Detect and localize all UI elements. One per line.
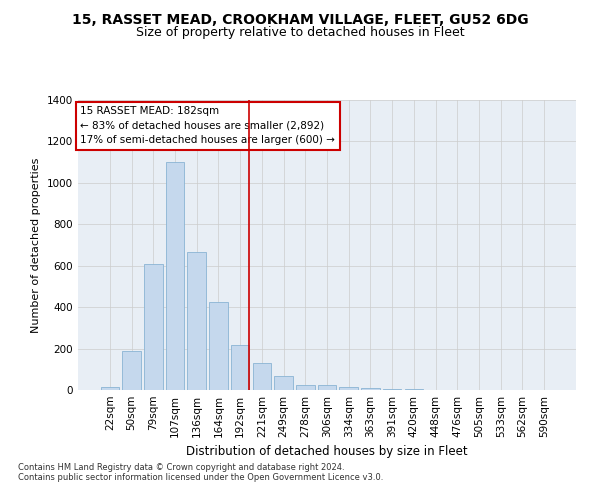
Bar bbox=[404, 389, 423, 390]
Bar bbox=[253, 363, 271, 390]
Bar bbox=[296, 385, 314, 390]
Bar bbox=[166, 162, 184, 390]
Bar bbox=[122, 350, 141, 390]
Bar bbox=[340, 387, 358, 390]
Text: 15, RASSET MEAD, CROOKHAM VILLAGE, FLEET, GU52 6DG: 15, RASSET MEAD, CROOKHAM VILLAGE, FLEET… bbox=[71, 12, 529, 26]
Bar bbox=[231, 346, 250, 390]
Bar bbox=[187, 252, 206, 390]
Bar bbox=[274, 376, 293, 390]
Text: Size of property relative to detached houses in Fleet: Size of property relative to detached ho… bbox=[136, 26, 464, 39]
Bar bbox=[209, 302, 227, 390]
Bar bbox=[318, 385, 336, 390]
Bar bbox=[383, 389, 401, 390]
Bar bbox=[361, 388, 380, 390]
X-axis label: Distribution of detached houses by size in Fleet: Distribution of detached houses by size … bbox=[186, 446, 468, 458]
Text: Contains HM Land Registry data © Crown copyright and database right 2024.: Contains HM Land Registry data © Crown c… bbox=[18, 462, 344, 471]
Bar bbox=[144, 264, 163, 390]
Y-axis label: Number of detached properties: Number of detached properties bbox=[31, 158, 41, 332]
Text: 15 RASSET MEAD: 182sqm
← 83% of detached houses are smaller (2,892)
17% of semi-: 15 RASSET MEAD: 182sqm ← 83% of detached… bbox=[80, 106, 335, 146]
Bar bbox=[101, 387, 119, 390]
Text: Contains public sector information licensed under the Open Government Licence v3: Contains public sector information licen… bbox=[18, 472, 383, 482]
